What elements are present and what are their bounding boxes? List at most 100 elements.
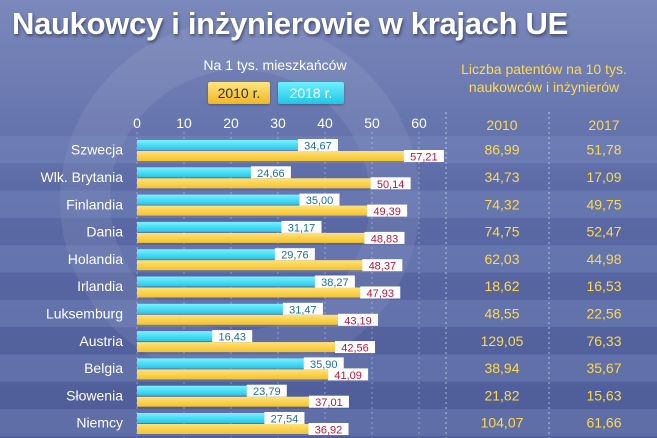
patents-2017-value: 17,09 — [586, 169, 621, 185]
category-label: Szwecja — [71, 142, 123, 158]
bar-2018 — [137, 385, 249, 396]
data-label-bg-2010 — [367, 204, 408, 217]
category-label: Słowenia — [66, 387, 123, 403]
bar-2010 — [137, 396, 311, 407]
bar-2018 — [137, 276, 317, 287]
category-label: Dania — [86, 224, 123, 240]
bar-2010 — [137, 369, 331, 380]
patents-2010-value: 129,05 — [481, 333, 524, 349]
data-label-bg-2010 — [360, 286, 401, 299]
data-label-2018: 23,79 — [253, 386, 281, 398]
bar-2010 — [137, 260, 365, 271]
patents-header-line2: naukowców i inżynierów — [468, 79, 620, 95]
bar-2018 — [137, 358, 306, 369]
category-label: Irlandia — [77, 278, 123, 294]
x-tick-label: 40 — [317, 115, 333, 131]
data-label-2018: 35,00 — [306, 195, 334, 207]
patents-col-2017: 2017 — [588, 117, 619, 133]
data-label-2010: 48,83 — [371, 233, 399, 245]
bar-2010 — [137, 424, 311, 434]
x-tick-label: 60 — [411, 115, 427, 131]
chart-subtitle: Na 1 tys. mieszkańców — [203, 57, 347, 73]
patents-2010-value: 74,75 — [484, 224, 519, 240]
data-label-2010: 57,21 — [410, 152, 438, 164]
bar-2018 — [137, 413, 267, 423]
data-label-bg-2018 — [264, 412, 305, 424]
data-label-bg-2010 — [335, 341, 376, 354]
data-label-2010: 41,09 — [334, 370, 362, 382]
data-label-2010: 48,37 — [369, 261, 397, 273]
data-label-2010: 49,39 — [373, 206, 401, 218]
patents-2010-value: 38,94 — [484, 360, 519, 376]
patents-2010-value: 34,73 — [484, 169, 519, 185]
data-label-2018: 31,17 — [288, 222, 316, 234]
data-label-2010: 43,19 — [344, 315, 372, 327]
legend-2018: 2018 r. — [278, 82, 344, 104]
category-label: Holandia — [68, 251, 123, 267]
patents-2017-value: 35,67 — [586, 360, 621, 376]
data-label-bg-2010 — [362, 259, 403, 272]
x-tick-label: 30 — [270, 115, 286, 131]
patents-2010-value: 74,32 — [484, 196, 519, 212]
data-label-2018: 24,66 — [257, 168, 285, 180]
data-label-bg-2018 — [212, 330, 253, 343]
category-label: Austria — [79, 333, 123, 349]
data-label-2018: 16,43 — [218, 332, 246, 344]
data-label-bg-2018 — [303, 357, 344, 370]
data-label-2018: 27,54 — [271, 414, 299, 426]
data-label-bg-2010 — [403, 150, 444, 162]
data-label-bg-2010 — [370, 177, 411, 190]
patents-2010-value: 21,82 — [484, 387, 519, 403]
data-label-bg-2010 — [337, 313, 378, 326]
patents-col-2010: 2010 — [486, 117, 517, 133]
bar-2010 — [137, 287, 363, 298]
bar-2018 — [137, 167, 253, 178]
data-label-2018: 38,27 — [321, 277, 349, 289]
patents-2017-value: 76,33 — [586, 333, 621, 349]
patents-2017-value: 44,98 — [586, 251, 621, 267]
legend-2010: 2010 r. — [208, 82, 270, 104]
data-label-bg-2018 — [250, 166, 291, 179]
bar-2010 — [137, 232, 367, 243]
bar-2010 — [137, 314, 340, 325]
data-label-bg-2018 — [299, 193, 340, 206]
patents-header: Liczba patentów na 10 tys. naukowców i i… — [438, 60, 650, 96]
category-label: Wlk. Brytania — [41, 169, 124, 185]
x-tick-label: 10 — [176, 115, 192, 131]
bar-2018 — [137, 194, 302, 205]
data-label-bg-2010 — [328, 368, 369, 381]
patents-2010-value: 86,99 — [484, 142, 519, 158]
patents-2010-value: 104,07 — [481, 415, 524, 431]
data-label-bg-2018 — [282, 302, 323, 315]
data-label-2010: 37,01 — [315, 397, 343, 409]
data-label-bg-2018 — [297, 139, 338, 151]
patents-2010-value: 18,62 — [484, 278, 519, 294]
x-tick-label: 0 — [133, 115, 141, 131]
patents-2017-value: 49,75 — [586, 196, 621, 212]
bar-2010 — [137, 151, 406, 161]
category-label: Luksemburg — [46, 305, 123, 321]
category-label: Niemcy — [76, 415, 123, 431]
data-label-bg-2018 — [314, 275, 355, 288]
x-tick-label: 50 — [364, 115, 380, 131]
patents-2017-value: 22,56 — [586, 305, 621, 321]
bar-2018 — [137, 140, 300, 150]
bar-2010 — [137, 342, 338, 353]
data-label-2010: 47,93 — [367, 288, 395, 300]
data-label-2018: 31,47 — [289, 304, 317, 316]
bar-2018 — [137, 221, 284, 232]
data-label-bg-2010 — [308, 423, 349, 435]
data-label-bg-2010 — [364, 231, 405, 244]
data-label-bg-2018 — [274, 248, 315, 261]
bar-2010 — [137, 205, 370, 216]
patents-2017-value: 51,78 — [586, 142, 621, 158]
data-label-2010: 50,14 — [377, 179, 405, 191]
data-label-2010: 36,92 — [315, 425, 343, 437]
patents-2017-value: 61,66 — [586, 415, 621, 431]
chart-title: Naukowcy i inżynierowie w krajach UE — [12, 6, 569, 41]
category-label: Finlandia — [66, 196, 123, 212]
category-label: Belgia — [84, 360, 123, 376]
data-label-bg-2018 — [246, 384, 287, 397]
data-label-2018: 35,90 — [310, 359, 338, 371]
patents-2017-value: 16,53 — [586, 278, 621, 294]
